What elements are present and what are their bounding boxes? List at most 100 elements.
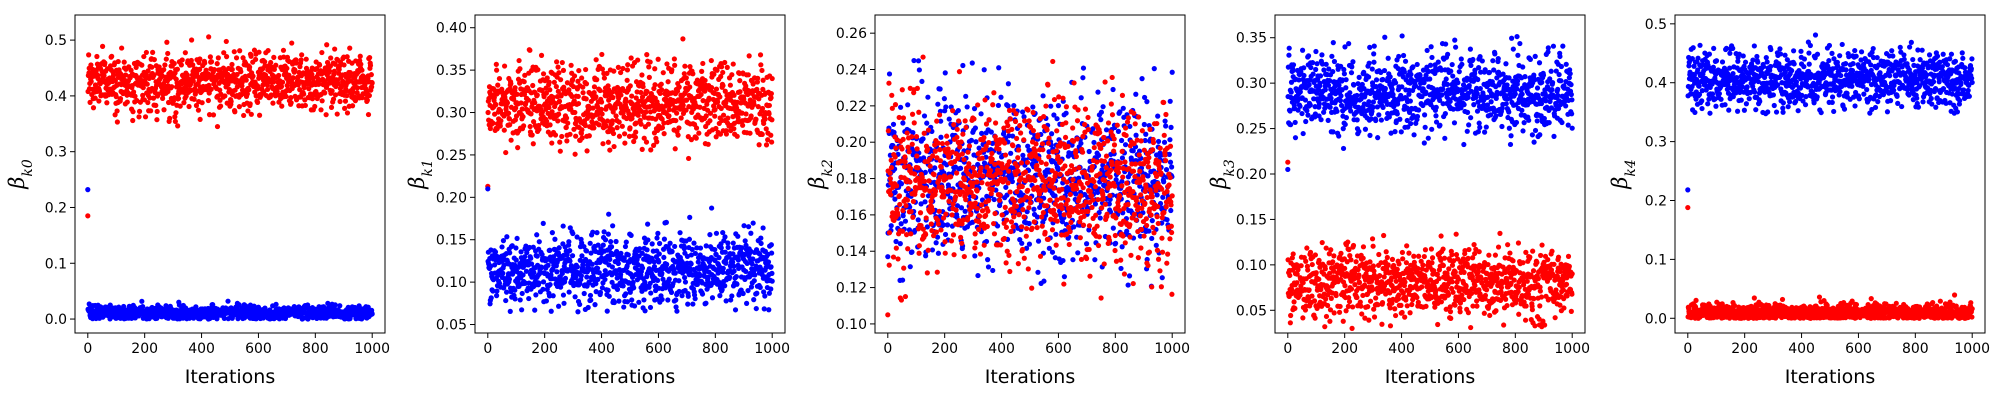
data-point [347,69,353,76]
data-point [215,55,221,61]
data-point [723,260,729,266]
data-point [734,133,740,139]
data-point [586,133,592,139]
data-point [599,111,605,117]
data-point [676,84,682,90]
data-point [677,230,683,236]
data-point [367,62,374,69]
data-point [279,103,285,109]
data-point [766,102,772,109]
data-point [314,66,320,72]
data-point [611,299,617,306]
data-point [611,68,617,74]
data-point [354,85,361,91]
data-point [120,90,126,97]
data-point [121,303,127,310]
data-point [563,115,570,121]
data-point [1084,241,1090,247]
data-point [988,129,994,135]
data-point [517,66,523,72]
data-point [1118,137,1125,144]
data-point [540,71,547,77]
data-point [528,255,534,261]
data-point [110,73,116,79]
data-point [646,64,652,70]
data-point [991,196,997,203]
data-point [578,273,584,279]
data-point [696,130,702,136]
data-point [133,64,139,70]
data-point [556,70,562,76]
data-point [529,132,535,138]
data-point [540,279,547,285]
data-point [732,307,739,313]
data-point [358,61,364,67]
data-point [556,303,562,309]
data-point [231,49,237,55]
data-point [942,70,948,76]
data-point [622,131,628,137]
data-point [636,299,642,305]
data-point [309,71,315,77]
data-point [958,165,964,171]
y-axis-label-subscript: k1 [420,159,436,176]
data-point [366,92,372,99]
data-point [661,254,667,261]
data-point [270,100,276,106]
data-point [688,261,694,267]
data-point [506,276,513,282]
data-point [530,82,536,89]
data-point [236,104,242,110]
data-point [761,306,767,312]
data-point [536,239,542,245]
x-tick-label: 800 [702,341,729,357]
data-point [268,59,274,66]
data-point [731,126,737,132]
data-point [199,100,205,106]
data-point [151,72,157,79]
data-point [665,297,671,303]
data-point [935,101,941,107]
y-axis-label: βk1 [405,159,436,190]
data-point [700,60,706,67]
data-point [140,304,146,310]
data-point [527,47,533,53]
data-point [599,66,606,72]
data-point [207,54,213,60]
data-point [553,83,559,90]
data-point [1092,257,1098,263]
data-point [649,241,655,247]
data-point [1048,103,1054,109]
data-point [565,120,571,126]
data-point [206,82,212,88]
data-point [205,71,211,77]
data-point [641,297,647,303]
data-point [1031,206,1037,212]
data-point [1097,215,1103,221]
data-point [720,82,726,89]
data-point [145,68,151,74]
data-point [528,111,534,117]
data-point [92,95,98,101]
data-point [580,90,586,96]
data-point [621,304,627,310]
data-point [623,98,629,105]
y-tick-label: 0.30 [436,106,467,122]
x-tick-label: 200 [131,341,158,357]
data-point [597,289,604,296]
data-point [611,143,617,150]
data-point [119,45,125,51]
data-point [234,71,240,78]
data-point [615,260,621,267]
data-point [87,99,93,105]
data-point [1060,257,1066,264]
data-point [112,78,118,84]
data-point [513,245,519,251]
data-point [332,61,338,67]
data-point [616,133,623,139]
data-point [1026,241,1033,247]
data-point [182,50,188,56]
data-point [969,60,975,66]
data-point [494,293,500,299]
data-point [225,298,231,304]
